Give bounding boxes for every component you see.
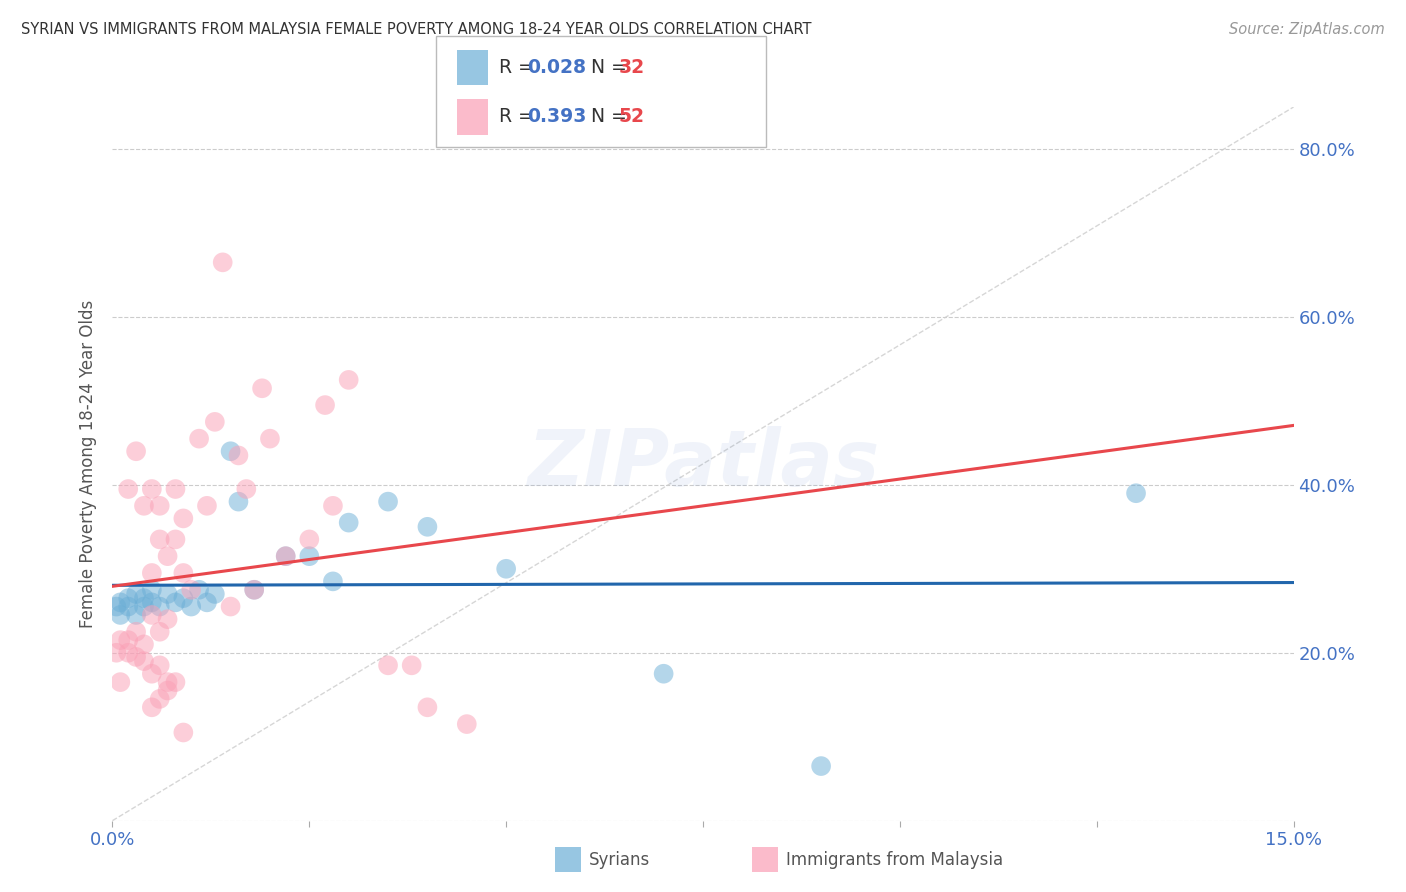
Text: N =: N = [591,58,633,77]
Point [219,599,242,614]
Point [172,511,194,525]
Text: 52: 52 [619,107,644,126]
Point [117,633,139,648]
Point [298,549,321,564]
Point [165,533,187,547]
Point [416,520,439,534]
Point [377,494,399,508]
Point [156,612,179,626]
Point [125,624,148,639]
Point [172,566,194,580]
Point [243,582,266,597]
Point [149,533,172,547]
Point [652,666,675,681]
Point [156,549,179,564]
Point [141,595,163,609]
Point [274,549,297,564]
Text: N =: N = [591,107,633,126]
Point [105,599,128,614]
Point [141,582,163,597]
Point [211,255,233,269]
Point [401,658,423,673]
Point [149,658,172,673]
Point [810,759,832,773]
Point [322,574,344,589]
Text: Immigrants from Malaysia: Immigrants from Malaysia [786,851,1002,869]
Point [204,587,226,601]
Point [110,633,132,648]
Point [132,637,155,651]
Point [172,725,194,739]
Point [141,700,163,714]
Point [132,591,155,606]
Point [180,582,202,597]
Point [105,646,128,660]
Point [377,658,399,673]
Point [132,599,155,614]
Point [195,499,218,513]
Text: R =: R = [499,58,540,77]
Point [314,398,336,412]
Point [165,595,187,609]
Point [149,624,172,639]
Point [110,595,132,609]
Point [125,587,148,601]
Point [110,607,132,622]
Point [495,562,517,576]
Point [259,432,281,446]
Point [165,482,187,496]
Point [337,373,360,387]
Point [337,516,360,530]
Point [456,717,478,731]
Text: Source: ZipAtlas.com: Source: ZipAtlas.com [1229,22,1385,37]
Point [117,482,139,496]
Point [195,595,218,609]
Point [117,591,139,606]
Point [149,499,172,513]
Point [250,381,273,395]
Point [149,599,172,614]
Point [141,482,163,496]
Point [416,700,439,714]
Point [141,607,163,622]
Point [228,449,250,463]
Point [156,675,179,690]
Point [125,444,148,458]
Point [274,549,297,564]
Point [298,533,321,547]
Point [219,444,242,458]
Text: R =: R = [499,107,540,126]
Point [117,646,139,660]
Point [322,499,344,513]
Point [156,683,179,698]
Point [149,692,172,706]
Point [117,599,139,614]
Point [141,566,163,580]
Text: ZIPatlas: ZIPatlas [527,425,879,502]
Text: 0.028: 0.028 [527,58,586,77]
Point [156,587,179,601]
Point [188,582,211,597]
Point [188,432,211,446]
Point [235,482,257,496]
Point [204,415,226,429]
Point [243,582,266,597]
Text: SYRIAN VS IMMIGRANTS FROM MALAYSIA FEMALE POVERTY AMONG 18-24 YEAR OLDS CORRELAT: SYRIAN VS IMMIGRANTS FROM MALAYSIA FEMAL… [21,22,811,37]
Point [228,494,250,508]
Point [132,654,155,668]
Point [110,675,132,690]
Point [172,591,194,606]
Point [141,666,163,681]
Y-axis label: Female Poverty Among 18-24 Year Olds: Female Poverty Among 18-24 Year Olds [79,300,97,628]
Point [165,675,187,690]
Point [125,649,148,664]
Text: Syrians: Syrians [589,851,651,869]
Text: 32: 32 [619,58,645,77]
Text: 0.393: 0.393 [527,107,586,126]
Point [125,607,148,622]
Point [132,499,155,513]
Point [1125,486,1147,500]
Point [180,599,202,614]
